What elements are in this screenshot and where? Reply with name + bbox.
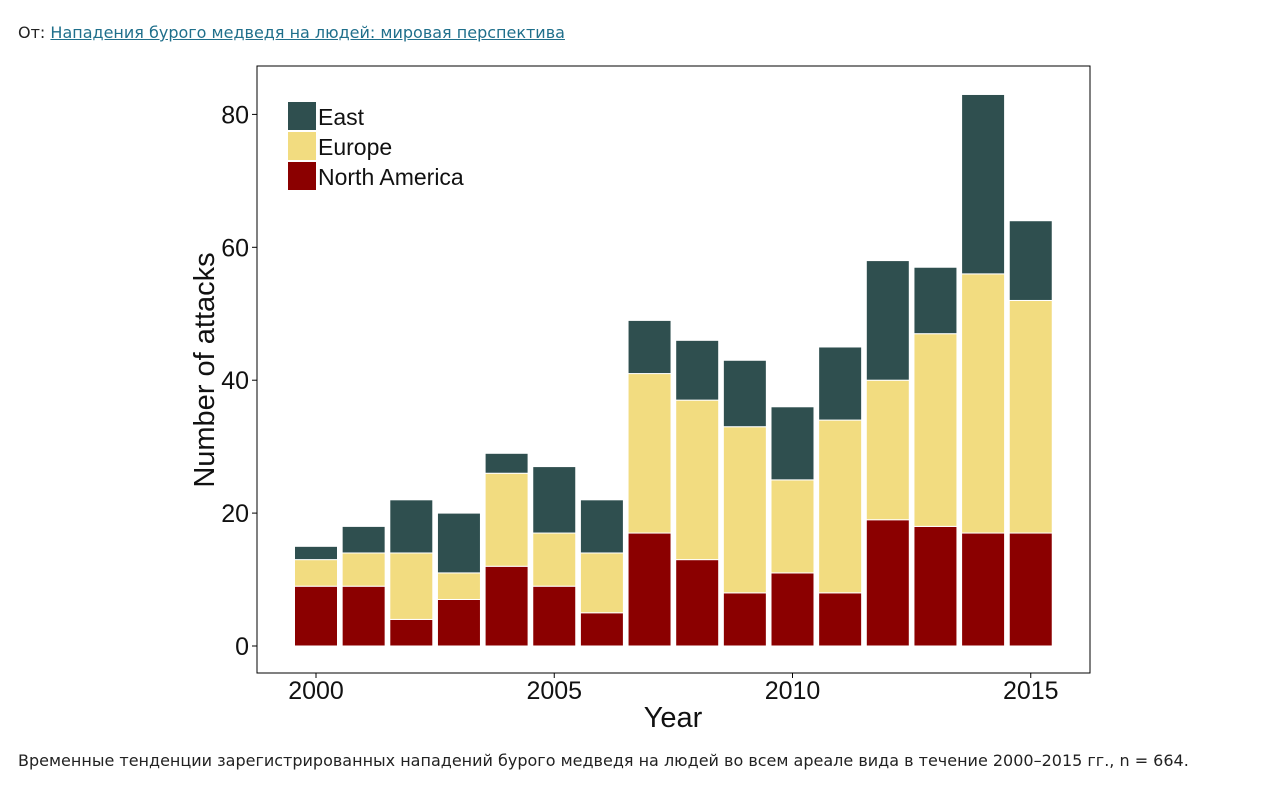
bar-east-2006	[579, 499, 624, 554]
bar-europe-2005	[532, 532, 577, 587]
plot-panel-border	[256, 65, 1091, 674]
bar-north-america-2004	[484, 565, 529, 647]
legend: East Europe North America	[288, 102, 464, 190]
source-article-link[interactable]: Нападения бурого медведя на людей: миров…	[50, 23, 565, 42]
bar-east-2008	[675, 339, 720, 401]
bar-europe-2008	[675, 399, 720, 561]
bar-north-america-2015	[1008, 532, 1053, 647]
bar-europe-2004	[484, 472, 529, 567]
bar-europe-2002	[389, 552, 434, 620]
bar-east-2000	[294, 545, 338, 561]
bar-east-2010	[770, 406, 815, 481]
source-prefix: От:	[18, 23, 46, 42]
bar-north-america-2005	[532, 585, 577, 647]
source-line: От: Нападения бурого медведя на людей: м…	[18, 22, 565, 44]
bar-north-america-2012	[865, 519, 910, 647]
bar-east-2002	[389, 499, 434, 554]
bar-north-america-2001	[341, 585, 386, 647]
bar-east-2013	[913, 266, 958, 335]
legend-swatch-north-america	[288, 162, 316, 190]
x-tick-label: 2010	[765, 677, 821, 705]
bar-east-2012	[865, 260, 910, 381]
bar-europe-2000	[294, 559, 338, 587]
bar-east-2007	[627, 319, 672, 375]
bar-north-america-2011	[818, 592, 863, 647]
bar-east-2004	[484, 452, 529, 474]
y-tick-label: 40	[221, 367, 249, 395]
bar-europe-2010	[770, 479, 815, 574]
bar-europe-2014	[961, 273, 1006, 534]
y-tick-label: 20	[221, 500, 249, 528]
bar-europe-2009	[722, 426, 767, 594]
y-tick-label: 80	[221, 101, 249, 129]
bar-east-2005	[532, 466, 577, 534]
bar-east-2003	[436, 512, 481, 574]
bar-europe-2001	[341, 552, 386, 587]
bar-east-2001	[341, 525, 386, 554]
bar-north-america-2007	[627, 532, 672, 647]
axes-layer: 0 20 40 60 80 2000 2005 2010 2015	[221, 101, 1058, 705]
bar-europe-2007	[627, 373, 672, 534]
bar-north-america-2009	[722, 592, 767, 647]
bar-north-america-2008	[675, 559, 720, 647]
x-axis-title: Year	[644, 702, 703, 734]
bar-north-america-2013	[913, 525, 958, 647]
bar-europe-2011	[818, 419, 863, 594]
y-tick-label: 0	[235, 633, 249, 661]
bar-north-america-2003	[436, 598, 481, 647]
legend-label-east: East	[318, 104, 365, 130]
bars-layer	[294, 93, 1053, 647]
legend-label-europe: Europe	[318, 134, 392, 160]
bar-north-america-2010	[770, 572, 815, 647]
bar-europe-2015	[1008, 299, 1053, 534]
bar-east-2014	[961, 93, 1006, 275]
legend-swatch-europe	[288, 132, 316, 160]
bar-europe-2013	[913, 333, 958, 527]
figure-caption: Временные тенденции зарегистрированных н…	[18, 751, 1189, 770]
bar-east-2011	[818, 346, 863, 421]
y-axis-title: Number of attacks	[189, 252, 221, 487]
legend-swatch-east	[288, 102, 316, 130]
bar-east-2015	[1008, 220, 1053, 301]
bar-europe-2006	[579, 552, 624, 614]
bar-north-america-2002	[389, 618, 434, 647]
bar-europe-2003	[436, 572, 481, 600]
legend-label-north-america: North America	[318, 164, 464, 190]
x-tick-label: 2000	[288, 677, 344, 705]
y-tick-label: 60	[221, 234, 249, 262]
bar-europe-2012	[865, 379, 910, 521]
bar-east-2009	[722, 359, 767, 428]
bar-north-america-2014	[961, 532, 1006, 647]
x-tick-label: 2015	[1003, 677, 1059, 705]
x-tick-label: 2005	[526, 677, 582, 705]
bar-north-america-2006	[579, 612, 624, 647]
bar-north-america-2000	[294, 585, 338, 647]
